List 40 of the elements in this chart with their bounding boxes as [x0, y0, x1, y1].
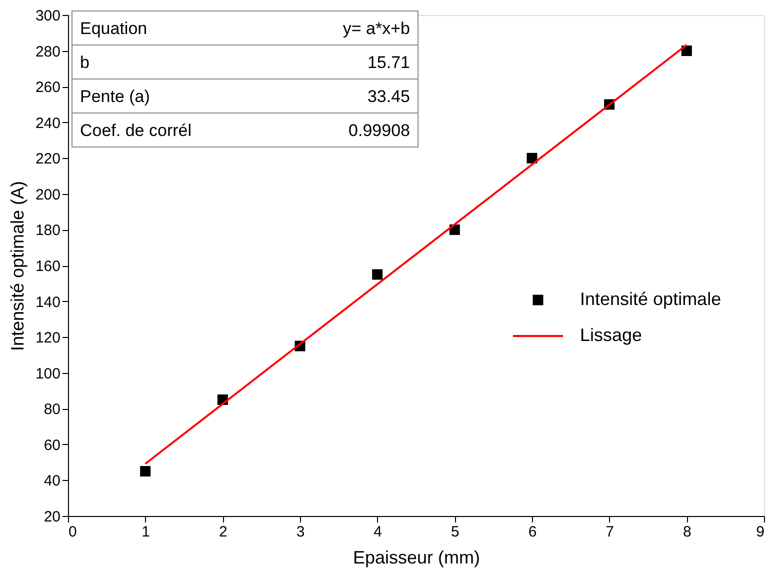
annotation: 0.99908 — [348, 121, 410, 140]
y-tick-label: 40 — [44, 472, 60, 490]
legend-label: Lissage — [580, 325, 642, 345]
y-tick-label: 20 — [44, 508, 60, 526]
y-tick-label: 300 — [35, 8, 60, 24]
x-tick-label: 6 — [528, 524, 537, 540]
y-tick-label: 220 — [35, 150, 60, 168]
x-tick-label: 8 — [682, 524, 692, 540]
y-tick-label: 240 — [35, 114, 60, 132]
x-axis-title: Epaisseur (mm) — [352, 548, 480, 568]
point — [372, 269, 383, 280]
annotation: 15.71 — [367, 53, 410, 72]
y-tick-label: 200 — [35, 186, 60, 204]
annotation: Coef. de corrél — [80, 121, 192, 140]
y-axis-title: Intensité optimale (A) — [7, 180, 28, 352]
y-tick-label: 260 — [35, 79, 60, 96]
x-tick-label: 7 — [606, 524, 614, 540]
y-tick-label: 80 — [44, 401, 60, 418]
x-tick-label: 1 — [142, 524, 150, 540]
y-tick-label: 120 — [35, 330, 60, 347]
point — [681, 46, 692, 56]
x-tick-label: 0 — [68, 524, 77, 540]
y-tick-label: 100 — [35, 365, 60, 382]
annotation: Pente (a) — [80, 87, 150, 106]
x-tick-label: 5 — [450, 524, 460, 540]
y-tick-label: 140 — [35, 294, 60, 311]
x-tick-label: 4 — [374, 524, 382, 540]
y-tick-label: 280 — [35, 43, 60, 60]
y-tick-label: 60 — [44, 436, 60, 454]
annotation: Equation — [80, 19, 148, 38]
annotation: b — [80, 53, 90, 72]
legend-label: Intensité optimale — [580, 289, 722, 309]
annotation: 33.45 — [367, 87, 410, 106]
x-tick-label: 2 — [218, 524, 228, 540]
x-tick-label: 9 — [756, 524, 764, 540]
y-tick-label: 160 — [35, 258, 60, 275]
x-tick-label: 3 — [296, 524, 305, 540]
y-tick-label: 180 — [35, 222, 60, 240]
point — [140, 466, 151, 477]
annotation: y= a*x+b — [342, 19, 410, 38]
